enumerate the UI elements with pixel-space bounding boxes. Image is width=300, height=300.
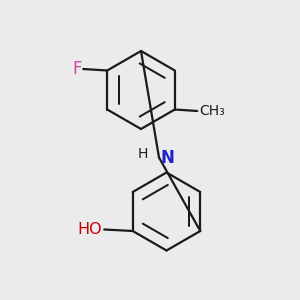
Text: F: F <box>72 60 81 78</box>
Text: HO: HO <box>77 222 102 237</box>
Text: CH₃: CH₃ <box>199 104 225 118</box>
Text: H: H <box>137 147 148 161</box>
Text: N: N <box>160 149 174 167</box>
